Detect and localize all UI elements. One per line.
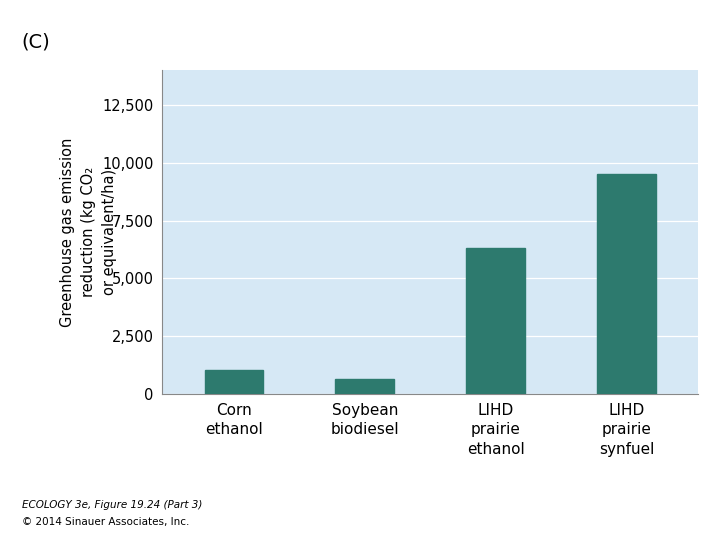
- Text: © 2014 Sinauer Associates, Inc.: © 2014 Sinauer Associates, Inc.: [22, 516, 189, 526]
- Bar: [204, 370, 264, 394]
- Text: ECOLOGY 3e, Figure 19.24 (Part 3): ECOLOGY 3e, Figure 19.24 (Part 3): [22, 500, 202, 510]
- Bar: [597, 174, 656, 394]
- Bar: [466, 248, 525, 394]
- Bar: [336, 379, 395, 394]
- Text: Figure 19.24  Environmental Effects of Biofuels (Part 3): Figure 19.24 Environmental Effects of Bi…: [7, 12, 409, 27]
- Y-axis label: Greenhouse gas emission
reduction (kg CO₂
or equivalent/ha): Greenhouse gas emission reduction (kg CO…: [60, 138, 117, 327]
- Text: (C): (C): [22, 32, 50, 51]
